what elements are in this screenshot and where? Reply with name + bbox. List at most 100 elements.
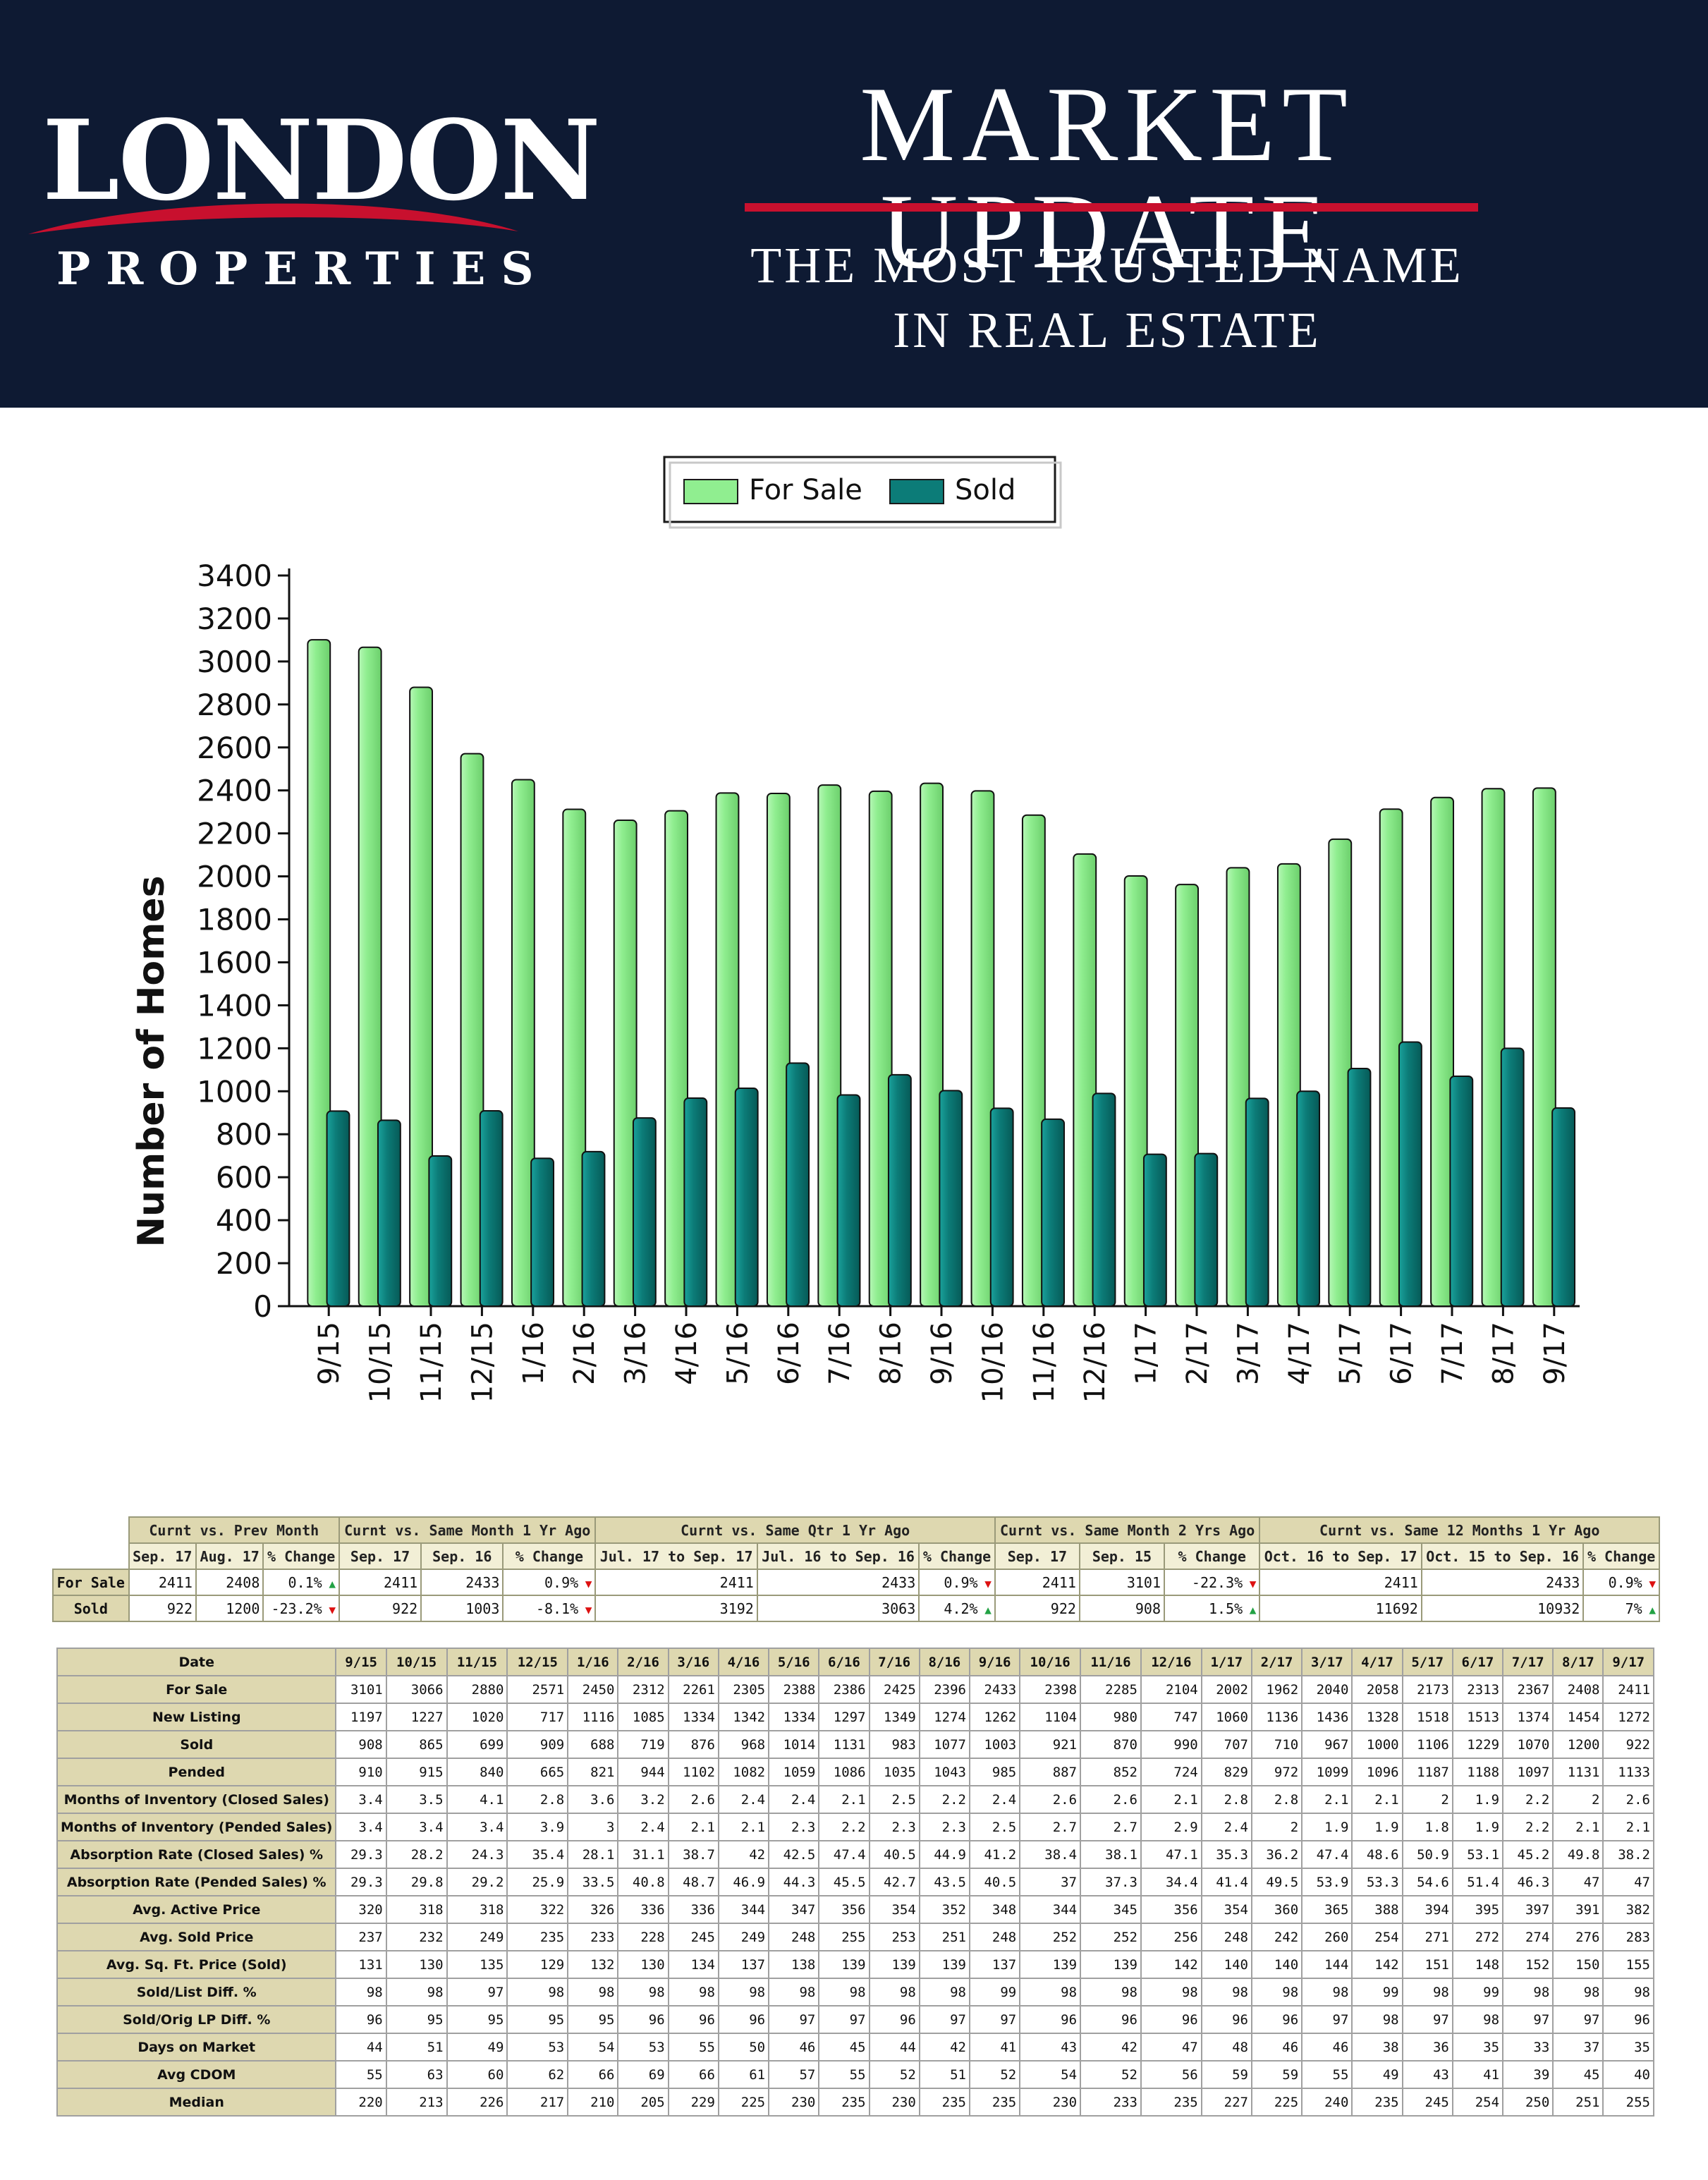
summary-cell: 2411 — [994, 1569, 1080, 1596]
detail-cell: 47 — [1602, 1868, 1654, 1896]
detail-cell: 142 — [1140, 1950, 1202, 1979]
detail-date-header: 7/17 — [1502, 1648, 1554, 1676]
detail-cell: 1035 — [868, 1758, 920, 1786]
detail-cell: 37 — [1552, 2033, 1604, 2062]
detail-cell: 46 — [1301, 2033, 1353, 2062]
detail-cell: 220 — [335, 2088, 387, 2117]
detail-cell: 1187 — [1401, 1758, 1453, 1786]
detail-cell: 1274 — [918, 1703, 970, 1731]
detail-cell: 356 — [1140, 1895, 1202, 1924]
detail-cell: 1099 — [1301, 1758, 1353, 1786]
detail-cell: 33.5 — [567, 1868, 619, 1896]
detail-cell: 55 — [818, 2060, 870, 2089]
bar-series — [307, 639, 1576, 1308]
y-tick-label: 200 — [216, 1246, 272, 1281]
detail-cell: 1.9 — [1451, 1785, 1504, 1814]
x-tick-label: 8/17 — [1487, 1322, 1520, 1385]
detail-row: Months of Inventory (Pended Sales) 3.4 3.4… — [56, 1813, 1654, 1841]
detail-cell: 710 — [1250, 1730, 1303, 1759]
detail-cell: 97 — [968, 2005, 1021, 2034]
x-tick-label: 11/15 — [415, 1322, 448, 1403]
legend-shadow — [669, 461, 1062, 529]
detail-cell: 2173 — [1401, 1675, 1453, 1704]
detail-row: Avg CDOM 55 63 60 62 66 69 66 61 57 55 52 51 52 54 52 56… — [56, 2060, 1654, 2089]
detail-cell: 840 — [446, 1758, 508, 1786]
detail-cell: 245 — [667, 1923, 719, 1951]
detail-cell: 57 — [768, 2060, 820, 2089]
detail-cell: 25.9 — [506, 1868, 569, 1896]
detail-cell: 865 — [385, 1730, 448, 1759]
detail-cell: 1043 — [918, 1758, 970, 1786]
detail-cell: 252 — [1019, 1923, 1082, 1951]
bar-sold — [1449, 1075, 1474, 1308]
detail-cell: 1116 — [567, 1703, 619, 1731]
detail-cell: 2.5 — [968, 1813, 1021, 1841]
detail-row: Sold 908 865 699 909 688 719 876 968 1014 1131 983 1… — [56, 1730, 1654, 1759]
x-tick-label: 9/16 — [926, 1322, 958, 1385]
detail-cell: 99 — [968, 1978, 1021, 2007]
detail-cell: 52 — [968, 2060, 1021, 2089]
detail-cell: 1229 — [1451, 1730, 1504, 1759]
bar-for-sale — [817, 784, 842, 1307]
detail-cell: 322 — [506, 1895, 569, 1924]
detail-date-header: 1/17 — [1200, 1648, 1252, 1676]
detail-cell: 37 — [1019, 1868, 1082, 1896]
summary-row: Sold 922 1200 -23.2% ▼ 922 1003 -8.1% ▼ 3192 306… — [52, 1595, 1660, 1622]
detail-cell: 2.7 — [1080, 1813, 1142, 1841]
detail-cell: 41 — [968, 2033, 1021, 2062]
summary-cell: 2408 — [195, 1569, 264, 1596]
detail-cell: 42 — [1080, 2033, 1142, 2062]
x-tick-label: 5/16 — [721, 1322, 754, 1385]
detail-cell: 43.5 — [918, 1868, 970, 1896]
detail-cell: 31.1 — [617, 1840, 669, 1869]
detail-cell: 98 — [1502, 1978, 1554, 2007]
detail-cell: 2.4 — [717, 1785, 770, 1814]
detail-cell: 2 — [1401, 1785, 1453, 1814]
detail-cell: 97 — [1502, 2005, 1554, 2034]
detail-cell: 1342 — [717, 1703, 770, 1731]
detail-cell: 137 — [717, 1950, 770, 1979]
detail-cell: 235 — [968, 2088, 1021, 2117]
x-axis: 9/15 10/15 11/15 12/15 1/16 2/16 3/16 4/16 5/16 6… — [289, 1305, 1580, 1403]
detail-cell: 2367 — [1502, 1675, 1554, 1704]
detail-cell: 45.2 — [1502, 1840, 1554, 1869]
detail-cell: 356 — [818, 1895, 870, 1924]
detail-cell: 55 — [1301, 2060, 1353, 2089]
summary-cell: 2433 — [420, 1569, 504, 1596]
summary-cell: -22.3% ▼ — [1163, 1569, 1261, 1596]
bar-sold — [989, 1107, 1014, 1308]
detail-row: Pended 910 915 840 665 821 944 1102 1082 1059 1086… — [56, 1758, 1654, 1786]
detail-cell: 2.8 — [506, 1785, 569, 1814]
detail-date-header: 5/17 — [1401, 1648, 1453, 1676]
summary-subheader: Sep. 17 — [338, 1542, 422, 1570]
detail-cell: 97 — [446, 1978, 508, 2007]
detail-cell: 97 — [818, 2005, 870, 2034]
trend-up-icon: ▲ — [1642, 1602, 1656, 1616]
monthly-detail-table: Date 9/15 10/15 11/15 12/15 1/16 2/16 3/16 4/16… — [56, 1648, 1654, 2117]
detail-cell: 3 — [567, 1813, 619, 1841]
y-tick-label: 1400 — [197, 988, 272, 1023]
detail-date-header: 6/17 — [1451, 1648, 1504, 1676]
bar-sold — [1092, 1092, 1116, 1307]
y-tick-label: 2800 — [197, 688, 272, 722]
detail-cell: 42 — [918, 2033, 970, 2062]
chart-legend: For Sale Sold — [663, 456, 1062, 529]
detail-cell: 719 — [617, 1730, 669, 1759]
summary-subheader: % Change — [1582, 1542, 1660, 1570]
detail-cell: 870 — [1080, 1730, 1142, 1759]
detail-cell: 747 — [1140, 1703, 1202, 1731]
detail-cell: 235 — [506, 1923, 569, 1951]
detail-cell: 394 — [1401, 1895, 1453, 1924]
summary-cell: 0.9% ▼ — [1582, 1569, 1660, 1596]
summary-subheader: Oct. 16 to Sep. 17 — [1259, 1542, 1422, 1570]
detail-cell: 249 — [717, 1923, 770, 1951]
detail-cell: 235 — [818, 2088, 870, 2117]
detail-cell: 2.2 — [818, 1813, 870, 1841]
detail-cell: 967 — [1301, 1730, 1353, 1759]
detail-cell: 53 — [506, 2033, 569, 2062]
detail-cell: 130 — [385, 1950, 448, 1979]
detail-cell: 388 — [1351, 1895, 1403, 1924]
detail-cell: 2408 — [1552, 1675, 1604, 1704]
detail-cell: 240 — [1301, 2088, 1353, 2117]
x-tick-label: 9/17 — [1539, 1322, 1571, 1385]
